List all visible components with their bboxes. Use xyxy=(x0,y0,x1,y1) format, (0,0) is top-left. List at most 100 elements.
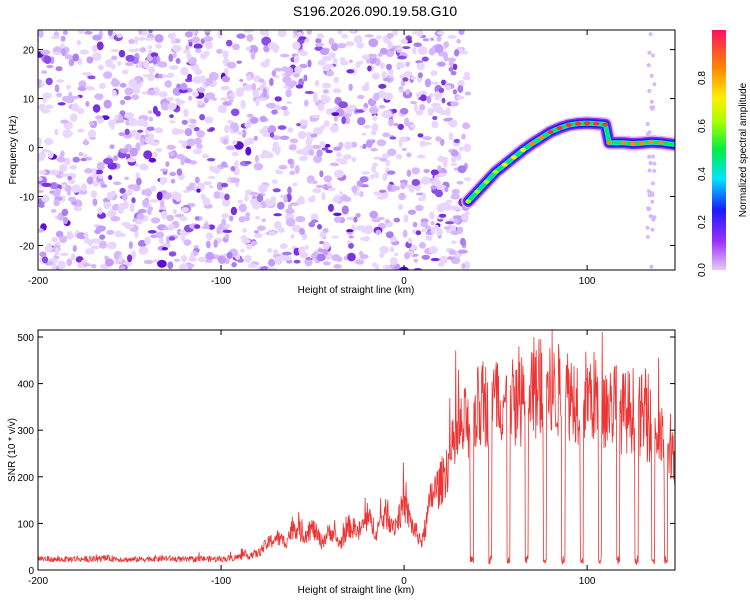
noise-speckle xyxy=(342,154,352,160)
noise-speckle xyxy=(60,35,66,42)
noise-speckle xyxy=(208,175,216,180)
noise-speckle xyxy=(651,53,655,58)
noise-speckle xyxy=(425,231,432,235)
noise-speckle xyxy=(447,57,456,63)
noise-speckle xyxy=(353,216,358,223)
noise-speckle xyxy=(402,77,409,82)
noise-speckle xyxy=(107,162,117,170)
noise-speckle xyxy=(321,82,332,89)
noise-speckle xyxy=(155,110,161,117)
noise-speckle xyxy=(417,62,424,70)
noise-speckle xyxy=(384,219,390,224)
noise-speckle xyxy=(326,182,332,187)
noise-speckle xyxy=(131,250,136,260)
noise-speckle xyxy=(60,43,65,49)
noise-speckle xyxy=(50,209,57,213)
noise-speckle xyxy=(348,235,354,239)
noise-speckle xyxy=(38,151,47,160)
noise-speckle xyxy=(325,149,333,154)
noise-speckle xyxy=(311,195,316,203)
noise-speckle xyxy=(417,46,428,55)
noise-speckle xyxy=(322,228,329,233)
noise-speckle xyxy=(396,46,403,51)
noise-speckle xyxy=(172,208,177,215)
noise-speckle xyxy=(158,73,164,79)
noise-speckle xyxy=(271,179,278,184)
noise-speckle xyxy=(119,187,126,194)
noise-speckle xyxy=(70,253,76,261)
noise-speckle xyxy=(359,176,369,183)
noise-speckle xyxy=(295,149,305,155)
noise-speckle xyxy=(179,216,187,222)
noise-speckle xyxy=(255,215,260,220)
noise-speckle xyxy=(425,235,433,241)
signal-peak xyxy=(501,162,508,167)
noise-speckle xyxy=(306,30,312,35)
noise-speckle xyxy=(217,30,223,39)
noise-speckle xyxy=(44,245,54,253)
noise-speckle xyxy=(66,84,71,90)
noise-speckle xyxy=(110,63,116,70)
noise-speckle xyxy=(175,194,182,202)
noise-speckle xyxy=(261,218,266,223)
noise-speckle xyxy=(647,50,652,55)
noise-speckle xyxy=(184,128,193,137)
noise-speckle xyxy=(238,216,246,223)
noise-speckle xyxy=(647,193,652,198)
noise-speckle xyxy=(73,206,82,212)
noise-speckle xyxy=(170,37,176,45)
noise-speckle xyxy=(194,224,201,229)
noise-speckle xyxy=(434,43,444,53)
noise-speckle xyxy=(272,135,281,141)
noise-speckle xyxy=(166,214,175,222)
noise-speckle xyxy=(383,77,391,82)
noise-speckle xyxy=(650,181,655,186)
noise-speckle xyxy=(437,31,445,35)
noise-speckle xyxy=(422,38,430,42)
noise-speckle xyxy=(347,252,356,262)
noise-speckle xyxy=(150,52,159,58)
noise-speckle xyxy=(410,100,418,105)
x-tick-label: 100 xyxy=(579,576,596,587)
noise-speckle xyxy=(144,130,150,134)
noise-speckle xyxy=(277,30,287,38)
noise-speckle xyxy=(389,246,395,253)
noise-speckle xyxy=(368,106,379,114)
noise-speckle xyxy=(406,169,412,177)
noise-speckle xyxy=(308,148,315,156)
noise-speckle xyxy=(150,185,157,192)
noise-speckle xyxy=(231,262,237,268)
noise-speckle xyxy=(259,266,270,270)
noise-speckle xyxy=(219,97,229,101)
noise-speckle xyxy=(120,148,129,154)
noise-speckle xyxy=(315,184,324,189)
noise-speckle xyxy=(362,143,367,149)
noise-speckle xyxy=(463,143,472,152)
snr-y-label: SNR (10 * v/v) xyxy=(7,418,18,482)
noise-speckle xyxy=(57,102,66,106)
signal-peak xyxy=(465,199,472,204)
noise-speckle xyxy=(223,224,231,228)
noise-speckle xyxy=(448,60,455,68)
noise-speckle xyxy=(222,138,229,145)
noise-speckle xyxy=(416,154,426,159)
noise-speckle xyxy=(144,237,151,245)
noise-speckle xyxy=(137,129,144,133)
noise-speckle xyxy=(450,156,457,163)
noise-speckle xyxy=(372,162,379,167)
noise-speckle xyxy=(332,196,341,203)
noise-speckle xyxy=(348,83,353,91)
noise-speckle xyxy=(647,88,652,93)
noise-speckle xyxy=(461,133,466,140)
noise-speckle xyxy=(241,129,247,138)
signal-peak xyxy=(584,121,591,126)
noise-speckle xyxy=(113,251,120,260)
noise-speckle xyxy=(329,124,339,133)
noise-speckle xyxy=(314,42,324,47)
noise-speckle xyxy=(352,67,357,76)
snr-series xyxy=(38,330,675,566)
noise-speckle xyxy=(407,237,413,244)
noise-speckle xyxy=(178,88,188,94)
noise-speckle xyxy=(344,117,351,125)
noise-speckle xyxy=(299,227,305,235)
